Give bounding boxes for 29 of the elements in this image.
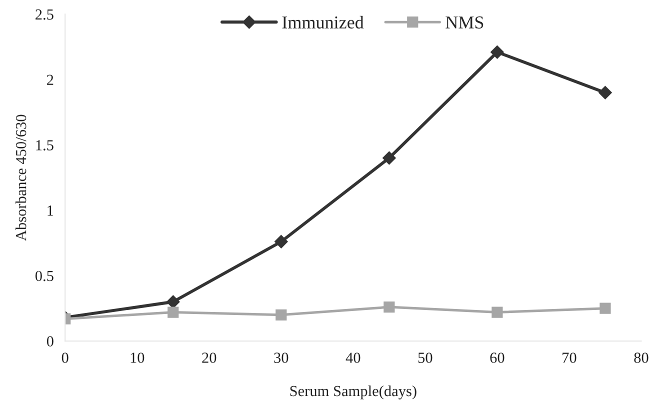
x-axis-title: Serum Sample(days) [290,385,416,400]
point [490,46,504,59]
point [598,86,612,100]
point [166,295,180,308]
point [492,306,503,318]
point [600,302,611,314]
point [382,151,396,165]
x-tick-label: 10 [130,352,144,363]
y-tick-label: 2 [47,74,54,85]
x-tick-label: 70 [562,352,576,363]
x-tick-label: 50 [418,352,432,363]
y-axis-title: Absorbance 450/630 [15,114,26,241]
point [274,235,288,248]
legend-label: NMS [446,16,484,29]
point [276,309,287,320]
y-tick-label: 2.5 [36,9,54,20]
x-tick-label: 40 [346,352,360,363]
x-tick-label: 60 [490,352,504,363]
legend-label: Immunized [282,16,364,29]
y-tick-label: 1 [48,206,54,216]
point [384,301,395,313]
x-tick-label: 20 [202,352,216,363]
x-tick-label: 80 [634,352,648,363]
point [168,306,179,318]
y-tick-label: 1.5 [36,140,54,150]
x-tick-label: 30 [274,352,288,363]
x-tick-label: 0 [62,352,68,363]
y-tick-label: 0 [46,336,54,346]
y-tick-label: 0.5 [35,270,54,282]
